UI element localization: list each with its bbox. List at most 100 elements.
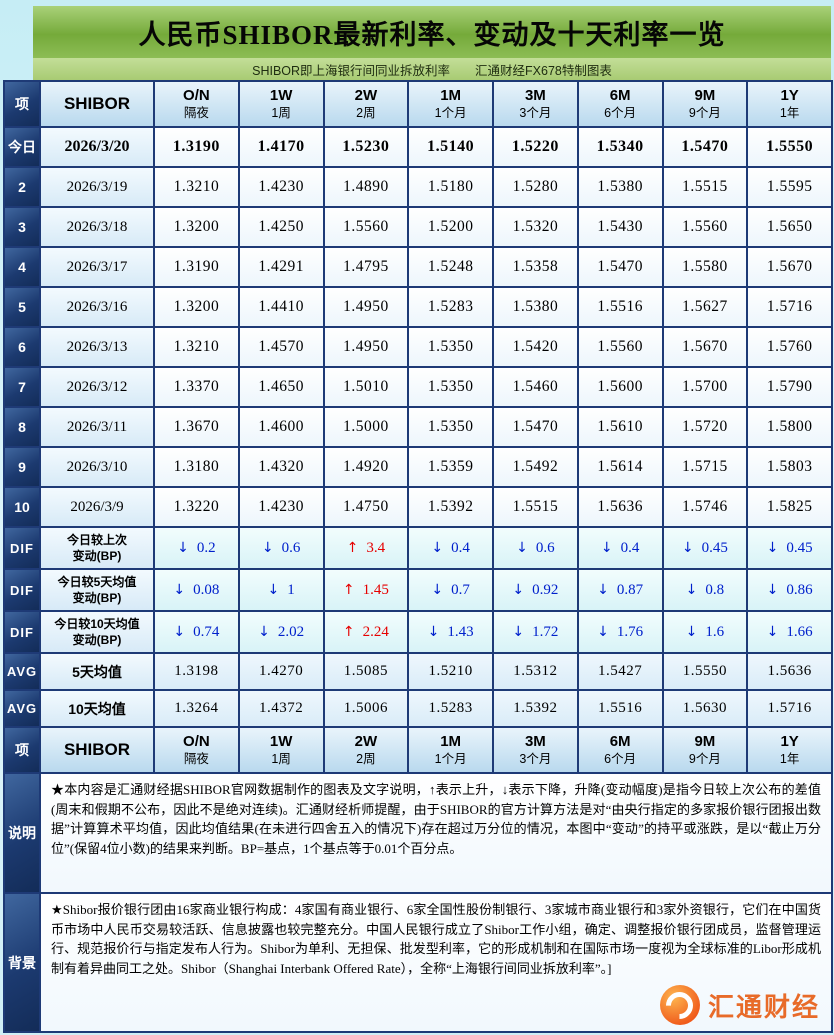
dif-value-cell: ↑ 3.4 — [322, 526, 410, 570]
avg-value-cell: 1.3198 — [153, 652, 240, 691]
dif-name-line: 变动(BP) — [72, 549, 122, 563]
fx678-logo-ring-icon — [660, 985, 700, 1025]
arrow-down-icon: ↓ — [431, 539, 444, 556]
tenor-code: 2W — [354, 87, 378, 105]
rate-value-cell: 1.5470 — [661, 126, 749, 168]
note-row: 说明 ★本内容是汇通财经据SHIBOR官网数据制作的图表及文字说明，↑表示上升，↓… — [3, 772, 833, 894]
rate-row: 2 2026/3/19 1.3210 1.4230 1.4890 1.5180 1.5280… — [3, 166, 833, 208]
tenor-code: 9M — [694, 733, 716, 751]
rate-value-cell: 1.5200 — [407, 206, 494, 248]
rate-value-cell: 1.5670 — [661, 326, 749, 368]
tenor-name-zh: 1年 — [779, 106, 800, 121]
rate-value-cell: 1.5550 — [746, 126, 833, 168]
rate-value-cell: 1.3670 — [153, 406, 240, 448]
dif-value: 0.2 — [196, 539, 216, 556]
rate-value-cell: 1.5470 — [576, 246, 664, 288]
dif-value: 0.6 — [281, 539, 301, 556]
rate-value-cell: 1.5595 — [746, 166, 833, 208]
tenor-name-zh: 6个月 — [604, 752, 637, 767]
rate-value-cell: 1.3210 — [153, 166, 240, 208]
rate-value-cell: 1.5560 — [576, 326, 664, 368]
tenor-name-zh: 1周 — [271, 752, 291, 767]
rate-value-cell: 1.5230 — [322, 126, 410, 168]
avg-value-cell: 1.5630 — [661, 689, 749, 728]
rate-value-cell: 1.5700 — [661, 366, 749, 408]
tenor-code: 6M — [609, 733, 631, 751]
shibor-header-cell: SHIBOR — [39, 726, 155, 774]
rate-value-cell: 1.4320 — [237, 446, 325, 488]
avg-value-cell: 1.4270 — [237, 652, 325, 691]
dif-value: 0.4 — [451, 539, 470, 556]
avg-index-cell: AVG — [3, 689, 41, 728]
date-cell: 2026/3/10 — [39, 446, 155, 488]
rate-row: 5 2026/3/16 1.3200 1.4410 1.4950 1.5283 1.5380… — [3, 286, 833, 328]
tenor-code: 1W — [269, 733, 293, 751]
rate-value-cell: 1.5010 — [322, 366, 410, 408]
tenor-name-zh: 6个月 — [604, 106, 637, 121]
rate-value-cell: 1.4230 — [237, 166, 325, 208]
rate-value-cell: 1.5627 — [661, 286, 749, 328]
row-index-cell: 今日 — [3, 126, 41, 168]
rate-value-cell: 1.5580 — [661, 246, 749, 288]
arrow-down-icon: ↓ — [766, 623, 779, 640]
arrow-down-icon: ↓ — [258, 623, 270, 640]
dif-value: 0.92 — [532, 581, 559, 598]
rate-value-cell: 1.5516 — [576, 286, 664, 328]
fx678-logo-text: 汇通财经 — [707, 991, 820, 1022]
arrow-down-icon: ↓ — [766, 581, 779, 598]
dif-value: 0.86 — [786, 581, 813, 598]
arrow-down-icon: ↓ — [685, 623, 698, 640]
dif-name-line: 今日较10天均值 — [54, 616, 140, 631]
tenor-header-cell: 9M 9个月 — [661, 80, 749, 128]
arrow-down-icon: ↓ — [512, 623, 525, 640]
dif-value-cell: ↓ 2.02 — [237, 610, 325, 654]
arrow-down-icon: ↓ — [512, 581, 525, 598]
rate-row: 10 2026/3/9 1.3220 1.4230 1.4750 1.5392 1.5515… — [3, 486, 833, 528]
row-index-cell: 9 — [3, 446, 41, 488]
rate-value-cell: 1.5180 — [407, 166, 494, 208]
dif-value: 3.4 — [366, 539, 386, 556]
dif-value-cell: ↓ 1.66 — [746, 610, 833, 654]
tenor-name-zh: 1周 — [271, 106, 291, 121]
rate-value-cell: 1.5280 — [492, 166, 579, 208]
tenor-name-zh: 2周 — [356, 106, 376, 121]
dif-value-cell: ↓ 0.6 — [237, 526, 325, 570]
dif-value: 1.43 — [447, 623, 474, 640]
rate-row: 3 2026/3/18 1.3200 1.4250 1.5560 1.5200 1.5320… — [3, 206, 833, 248]
arrow-down-icon: ↓ — [261, 539, 274, 556]
dif-name-line: 变动(BP) — [72, 591, 122, 605]
rate-value-cell: 1.3220 — [153, 486, 240, 528]
note-text-cell: ★Shibor报价银行团由16家商业银行构成：4家国有商业银行、6家全国性股份制… — [39, 892, 833, 1033]
row-index-cell: 7 — [3, 366, 41, 408]
dif-value: 1.45 — [362, 581, 389, 598]
tenor-header-cell: 2W 2周 — [322, 80, 410, 128]
rate-value-cell: 1.5760 — [746, 326, 833, 368]
rate-value-cell: 1.5670 — [746, 246, 833, 288]
arrow-down-icon: ↓ — [685, 581, 698, 598]
tenor-name-zh: 1年 — [779, 752, 800, 767]
dif-value-cell: ↓ 0.45 — [746, 526, 833, 570]
rate-value-cell: 1.3370 — [153, 366, 240, 408]
tenor-code: 1M — [440, 733, 462, 751]
rate-value-cell: 1.5320 — [492, 206, 579, 248]
rate-value-cell: 1.5350 — [407, 366, 494, 408]
dif-value: 0.45 — [701, 539, 728, 556]
tenor-header-cell: 3M 3个月 — [492, 80, 579, 128]
dif-value: 0.4 — [620, 539, 640, 556]
date-cell: 2026/3/9 — [39, 486, 155, 528]
row-index-cell: 3 — [3, 206, 41, 248]
dif-value: 0.74 — [193, 623, 220, 640]
header-row-top: 项 SHIBOR O/N 隔夜 1W 1周 2W 2周 1M 1个月 3M 3个月 6M 6个月 9M 9个月… — [3, 80, 833, 128]
tenor-name-zh: 隔夜 — [183, 106, 209, 121]
rate-value-cell: 1.3190 — [153, 126, 240, 168]
dif-name-line: 今日较上次 — [66, 532, 127, 547]
row-index-cell: 8 — [3, 406, 41, 448]
dif-value: 1.76 — [616, 623, 644, 640]
dif-value-cell: ↓ 1.72 — [492, 610, 579, 654]
rate-row: 6 2026/3/13 1.3210 1.4570 1.4950 1.5350 1.5420… — [3, 326, 833, 368]
dif-value-cell: ↓ 0.8 — [661, 568, 749, 612]
tenor-header-cell: 1M 1个月 — [407, 80, 494, 128]
rate-value-cell: 1.5560 — [661, 206, 749, 248]
tenor-header-cell: 1W 1周 — [237, 80, 325, 128]
arrow-down-icon: ↓ — [173, 623, 186, 640]
